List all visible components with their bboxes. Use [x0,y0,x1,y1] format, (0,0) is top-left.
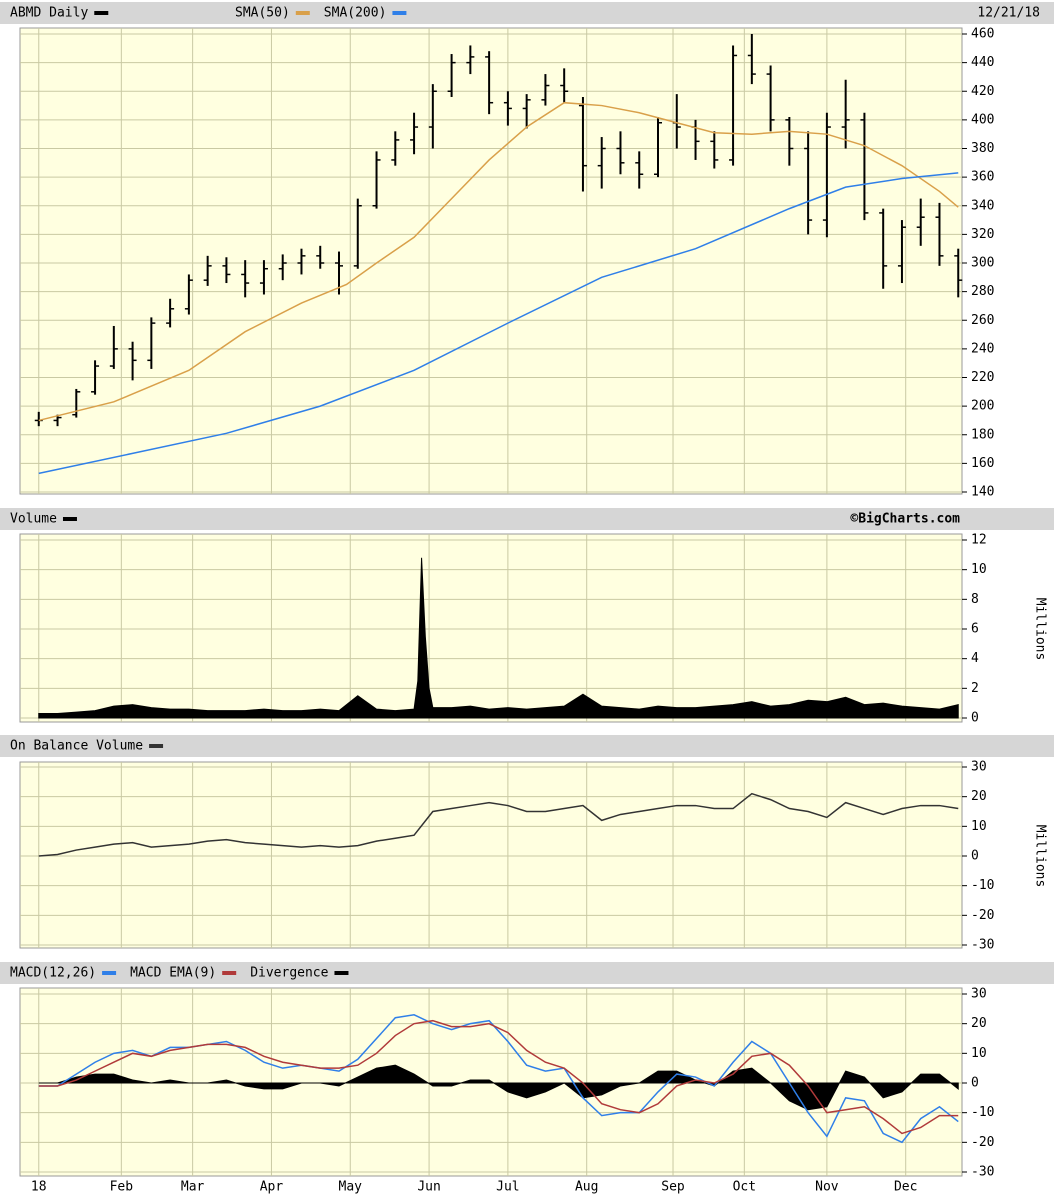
plot-area [19,27,963,495]
x-tick-label: Aug [575,1180,598,1195]
y-tick-label: -30 [971,938,994,953]
y-tick-label: -30 [971,1165,994,1180]
y-tick-label: 2 [971,681,979,696]
x-tick-label: Dec [894,1180,917,1195]
sma-line [38,172,959,475]
y-tick-label: 240 [971,341,994,356]
y-axis-label: Millions [1033,825,1048,888]
legend-label: MACD(12,26) [10,966,96,981]
y-tick-label: 320 [971,227,994,242]
x-tick-label: Feb [110,1180,134,1195]
volume-area [38,557,959,719]
panel-title: Volume [10,512,57,527]
y-tick-label: 420 [971,84,994,99]
panel-header [0,735,1054,757]
y-tick-label: -20 [971,1135,994,1150]
x-tick-label: 18 [31,1180,47,1195]
sma-line [38,101,959,422]
y-tick-label: 20 [971,789,987,804]
y-tick-label: 260 [971,313,994,328]
chart-credit: ©BigCharts.com [850,512,960,527]
y-tick-label: 300 [971,256,994,271]
y-tick-label: 0 [971,711,979,726]
y-tick-label: -20 [971,908,994,923]
y-tick-label: 6 [971,622,979,637]
y-tick-label: 140 [971,485,994,500]
legend-label: SMA(50) [235,6,290,21]
y-tick-label: 340 [971,198,994,213]
y-tick-label: 380 [971,141,994,156]
panel-title: ABMD Daily [10,6,88,21]
x-tick-label: Apr [260,1180,284,1195]
panel-header [0,962,1054,984]
panel-title: On Balance Volume [10,739,143,754]
panel-header [0,508,1054,530]
y-tick-label: 220 [971,370,994,385]
y-tick-label: 12 [971,533,987,548]
x-tick-label: Mar [181,1180,205,1195]
y-tick-label: 0 [971,849,979,864]
y-tick-label: 4 [971,651,979,666]
y-tick-label: -10 [971,878,994,893]
y-tick-label: 10 [971,562,987,577]
y-tick-label: 460 [971,27,994,42]
macd-line [38,1019,959,1135]
y-tick-label: 180 [971,427,994,442]
chart-date: 12/21/18 [977,6,1040,21]
x-tick-label: Nov [815,1180,839,1195]
y-tick-label: 10 [971,819,987,834]
y-tick-label: 280 [971,284,994,299]
y-tick-label: 30 [971,987,987,1002]
obv-line [38,792,959,857]
x-tick-label: Jul [496,1180,519,1195]
y-tick-label: 200 [971,399,994,414]
legend-label: Divergence [250,966,328,981]
y-tick-label: 160 [971,456,994,471]
y-tick-label: 8 [971,592,979,607]
plot-area [19,533,963,723]
y-tick-label: 10 [971,1046,987,1061]
y-tick-label: -10 [971,1105,994,1120]
legend-label: SMA(200) [324,6,387,21]
y-axis-label: Millions [1033,598,1048,661]
plot-area [19,761,963,949]
y-tick-label: 30 [971,760,987,775]
x-tick-label: Jun [417,1180,440,1195]
y-tick-label: 360 [971,170,994,185]
y-tick-label: 400 [971,112,994,127]
y-tick-label: 20 [971,1016,987,1031]
y-tick-label: 0 [971,1076,979,1091]
legend-label: MACD EMA(9) [130,966,216,981]
x-tick-label: May [339,1180,363,1195]
panel-header [0,2,1054,24]
x-tick-label: Oct [733,1180,756,1195]
x-tick-label: Sep [661,1180,685,1195]
y-tick-label: 440 [971,55,994,70]
